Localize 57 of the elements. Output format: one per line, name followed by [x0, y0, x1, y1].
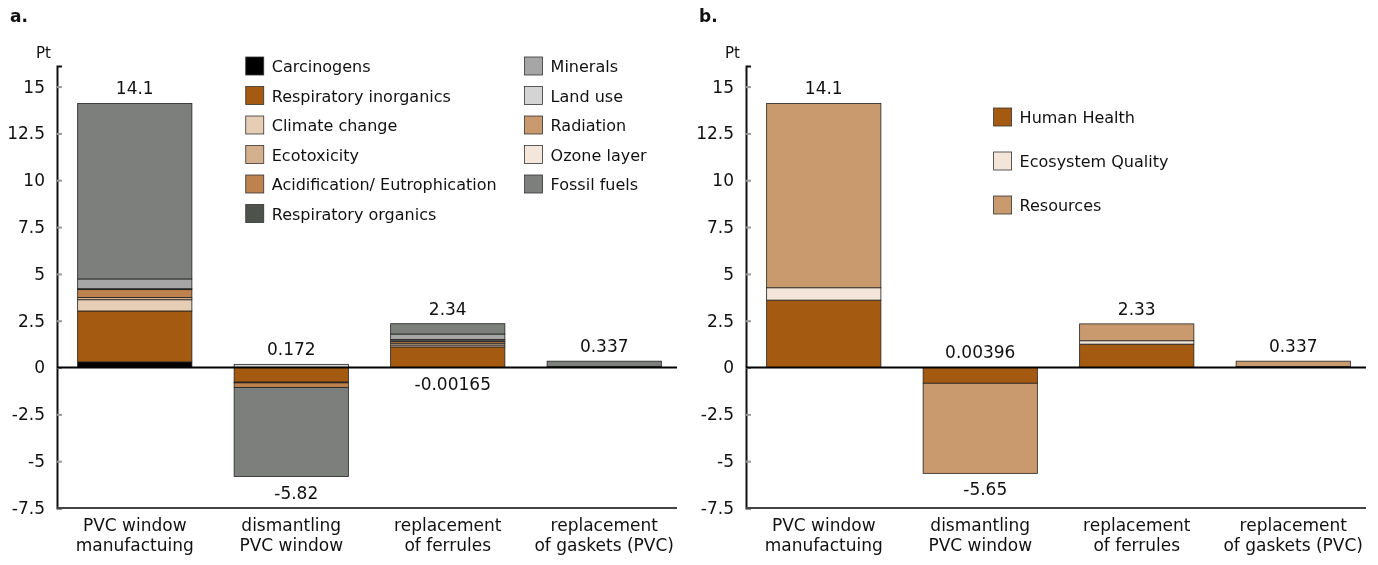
legend-label: Respiratory organics	[271, 204, 437, 224]
chart-title: a.	[10, 6, 28, 26]
y-tick-label: 5	[34, 263, 45, 284]
legend-label: Human Health	[1019, 108, 1135, 127]
y-tick-label: 2.5	[17, 310, 45, 331]
legend-label: Ecotoxicity	[271, 145, 359, 165]
annotation: 2.34	[428, 298, 467, 319]
x-tick-label: dismantling PVC window	[928, 515, 1033, 555]
y-tick-label: 15	[712, 76, 734, 97]
legend-label: Ecosystem Quality	[1019, 152, 1169, 171]
x-tick-label: PVC window manufactuing	[75, 515, 194, 555]
y-tick-label: 0	[34, 357, 45, 378]
legend-label: Land use	[550, 86, 624, 106]
annotation: 14.1	[804, 78, 843, 99]
annotation: -5.82	[274, 482, 319, 503]
legend-label: Fossil fuels	[550, 175, 639, 194]
annotation: 14.1	[115, 78, 154, 99]
y-tick-label: 10	[23, 170, 45, 191]
x-tick-label: replacement of gaskets (PVC)	[1223, 515, 1363, 555]
legend-label: Resources	[1019, 196, 1102, 215]
x-tick-label: replacement of gaskets (PVC)	[534, 515, 674, 555]
y-tick-label: -7.5	[700, 497, 734, 518]
annotation: 0.172	[266, 339, 316, 360]
y-tick-label: 15	[23, 76, 45, 97]
y-tick-label: 12.5	[7, 123, 45, 144]
legend-label: Acidification/ Eutrophication	[271, 175, 497, 194]
x-tick-label: replacement of ferrules	[1083, 515, 1191, 555]
y-axis-title: Pt	[725, 44, 741, 62]
y-tick-label: -5	[28, 451, 45, 472]
x-tick-label: PVC window manufactuing	[764, 515, 883, 555]
y-tick-label: 7.5	[706, 217, 734, 238]
legend-label: Carcinogens	[271, 57, 371, 76]
legend-label: Ozone layer	[550, 145, 647, 165]
y-axis-title: Pt	[36, 44, 52, 62]
y-tick-label: 2.5	[706, 310, 734, 331]
legend-label: Respiratory inorganics	[271, 86, 451, 106]
annotation: -5.65	[963, 479, 1008, 500]
y-tick-label: -2.5	[700, 404, 734, 425]
y-tick-label: 12.5	[696, 123, 734, 144]
annotation: 0.337	[1268, 336, 1318, 357]
x-tick-label: replacement of ferrules	[394, 515, 502, 555]
annotation: 0.337	[579, 336, 629, 357]
x-tick-label: dismantling PVC window	[239, 515, 344, 555]
y-tick-label: 5	[723, 263, 734, 284]
chart-title: b.	[699, 6, 718, 26]
y-tick-label: -2.5	[11, 404, 45, 425]
legend-label: Climate change	[271, 116, 398, 135]
y-tick-label: 10	[712, 170, 734, 191]
y-tick-label: 0	[723, 357, 734, 378]
y-tick-label: -5	[717, 451, 734, 472]
legend-label: Minerals	[550, 57, 618, 76]
annotation: 2.33	[1117, 298, 1156, 319]
legend-label: Radiation	[550, 116, 627, 135]
y-tick-label: 7.5	[17, 217, 45, 238]
annotation: -0.00165	[414, 373, 491, 394]
y-tick-label: -7.5	[11, 497, 45, 518]
annotation: 0.00396	[945, 342, 1016, 363]
